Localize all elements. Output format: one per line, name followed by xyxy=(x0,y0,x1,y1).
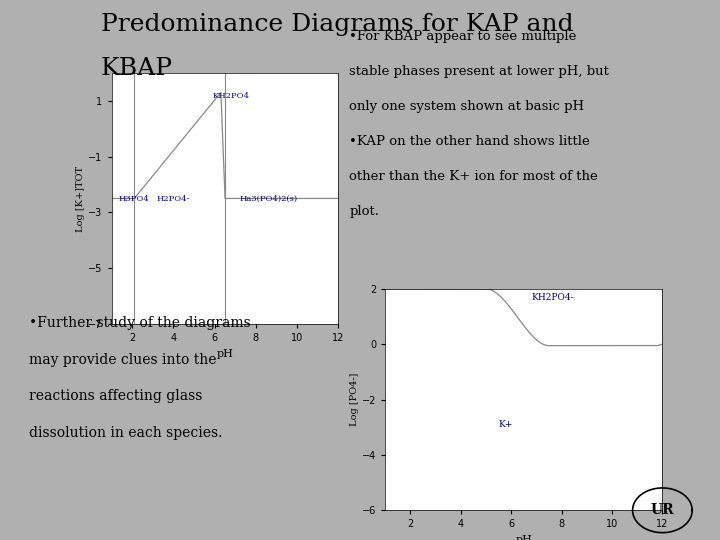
Text: KH2PO4-: KH2PO4- xyxy=(531,293,574,302)
Text: may provide clues into the: may provide clues into the xyxy=(29,353,216,367)
Y-axis label: Log [PO4-]: Log [PO4-] xyxy=(350,373,359,426)
X-axis label: pH: pH xyxy=(516,535,532,540)
Text: K+: K+ xyxy=(498,420,513,429)
X-axis label: pH: pH xyxy=(217,349,233,359)
Text: stable phases present at lower pH, but: stable phases present at lower pH, but xyxy=(349,65,609,78)
Text: H3PO4: H3PO4 xyxy=(119,195,150,203)
Text: other than the K+ ion for most of the: other than the K+ ion for most of the xyxy=(349,170,598,183)
Text: dissolution in each species.: dissolution in each species. xyxy=(29,426,222,440)
Text: KBAP: KBAP xyxy=(101,57,173,80)
Text: UR: UR xyxy=(651,503,674,517)
Text: •KAP on the other hand shows little: •KAP on the other hand shows little xyxy=(349,135,590,148)
Text: only one system shown at basic pH: only one system shown at basic pH xyxy=(349,100,585,113)
Text: KH2PO4: KH2PO4 xyxy=(212,92,250,100)
Text: H2PO4-: H2PO4- xyxy=(157,195,191,203)
Text: •Further study of the diagrams: •Further study of the diagrams xyxy=(29,316,251,330)
Y-axis label: Log [K+]TOT: Log [K+]TOT xyxy=(76,165,86,232)
Text: Predominance Diagrams for KAP and: Predominance Diagrams for KAP and xyxy=(101,14,573,37)
Text: reactions affecting glass: reactions affecting glass xyxy=(29,389,202,403)
Text: plot.: plot. xyxy=(349,205,379,218)
Text: •For KBAP appear to see multiple: •For KBAP appear to see multiple xyxy=(349,30,577,43)
Text: Ha3(PO4)2(s): Ha3(PO4)2(s) xyxy=(240,195,297,203)
